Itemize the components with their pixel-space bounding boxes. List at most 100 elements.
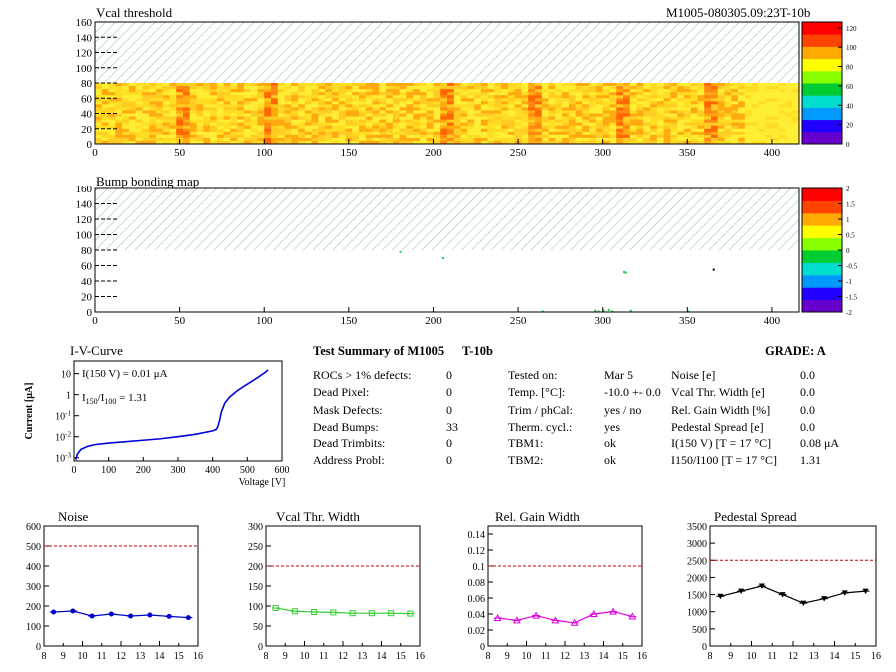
heatmap-cell: [271, 86, 279, 90]
heatmap-cell: [331, 113, 340, 117]
heatmap-cell: [535, 134, 543, 139]
heatmap-cell: [690, 110, 698, 114]
data-point: [330, 609, 337, 616]
heatmap-cell: [284, 89, 292, 93]
heatmap-cell: [575, 104, 583, 108]
heatmap-cell: [162, 83, 170, 87]
heatmap-cell: [264, 137, 272, 142]
heatmap-cell: [386, 101, 394, 105]
heatmap-cell: [541, 83, 549, 87]
heatmap-cell: [663, 104, 671, 108]
heatmap-cell: [447, 119, 455, 124]
colorbar-cell: [802, 139, 842, 145]
heatmap-cell: [271, 128, 279, 133]
heatmap-cell: [203, 104, 211, 108]
heatmap-cell: [379, 98, 387, 102]
heatmap-cell: [135, 110, 143, 114]
heatmap-cell: [128, 134, 137, 139]
heatmap-cell: [359, 131, 367, 136]
heatmap-cell: [311, 131, 319, 136]
heatmap-cell: [284, 140, 292, 145]
heatmap-cell: [189, 110, 197, 114]
heatmap-cell: [670, 95, 678, 99]
y-tick-label: 0: [87, 139, 93, 151]
heatmap-cell: [521, 92, 529, 96]
heatmap-cell: [480, 119, 489, 124]
heatmap-cell: [331, 98, 340, 102]
heatmap-cell: [460, 86, 468, 90]
heatmap-cell: [203, 131, 211, 136]
heatmap-cell: [792, 104, 800, 108]
heatmap-cell: [453, 107, 461, 111]
heatmap-cell: [650, 137, 658, 142]
heatmap-cell: [183, 131, 191, 136]
heatmap-cell: [683, 113, 692, 117]
heatmap-cell: [616, 140, 624, 145]
heatmap-cell: [223, 92, 231, 96]
heatmap-cell: [271, 131, 279, 136]
heatmap-cell: [724, 122, 732, 127]
heatmap-cell: [345, 116, 353, 120]
heatmap-cell: [176, 116, 184, 120]
heatmap-cell: [541, 122, 549, 127]
heatmap-cell: [704, 86, 712, 90]
heatmap-cell: [643, 116, 651, 120]
heatmap-cell: [183, 125, 191, 130]
heatmap-cell: [230, 122, 238, 127]
y-tick-label: 200: [26, 602, 41, 613]
heatmap-cell: [480, 140, 489, 145]
heatmap-cell: [257, 86, 265, 90]
heatmap-cell: [771, 113, 780, 117]
heatmap-cell: [176, 110, 184, 114]
heatmap-cell: [352, 116, 360, 120]
heatmap-cell: [433, 104, 441, 108]
heatmap-cell: [237, 128, 245, 133]
summary-title-label: Test Summary of M1005: [313, 344, 445, 358]
heatmap-cell: [115, 116, 123, 120]
heatmap-cell: [535, 137, 543, 142]
heatmap-cell: [277, 101, 285, 105]
heatmap-cell: [663, 92, 671, 96]
heatmap-cell: [535, 95, 543, 99]
x-tick-label: 0: [72, 465, 77, 476]
heatmap-cell: [331, 137, 340, 142]
y-tick-label: 0: [87, 307, 93, 319]
heatmap-cell: [548, 107, 556, 111]
heatmap-cell: [325, 107, 333, 111]
heatmap-cell: [643, 128, 651, 133]
y-tick-label: 0.1: [473, 562, 486, 573]
colorbar-cell: [802, 78, 842, 84]
heatmap-cell: [447, 125, 455, 130]
heatmap-cell: [257, 125, 265, 130]
data-point: [717, 593, 724, 600]
heatmap-cell: [453, 89, 461, 93]
heatmap-cell: [623, 134, 631, 139]
heatmap-cell: [521, 131, 529, 136]
heatmap-cell: [115, 125, 123, 130]
heatmap-cell: [386, 104, 394, 108]
heatmap-cell: [575, 98, 583, 102]
heatmap-cell: [697, 131, 705, 136]
heatmap-cell: [440, 98, 448, 102]
colorbar-cell: [802, 50, 842, 56]
heatmap-cell: [291, 86, 299, 90]
heatmap-cell: [413, 107, 421, 111]
heatmap-cell: [122, 86, 130, 90]
heatmap-cell: [230, 116, 238, 120]
heatmap-cell: [169, 119, 177, 124]
heatmap-cell: [589, 134, 597, 139]
heatmap-cell: [413, 83, 421, 87]
heatmap-cell: [623, 116, 631, 120]
heatmap-cell: [731, 125, 739, 130]
heatmap-cell: [298, 86, 306, 90]
heatmap-cell: [122, 98, 130, 102]
heatmap-cell: [95, 104, 103, 108]
heatmap-cell: [609, 134, 617, 139]
heatmap-cell: [135, 95, 143, 99]
heatmap-cell: [453, 134, 461, 139]
heatmap-cell: [453, 86, 461, 90]
heatmap-cell: [142, 86, 150, 90]
heatmap-cell: [149, 137, 157, 142]
heatmap-cell: [683, 131, 692, 136]
heatmap-cell: [176, 119, 184, 124]
